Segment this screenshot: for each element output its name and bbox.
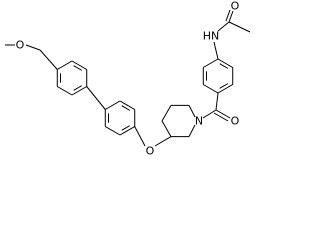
bond: [161, 105, 172, 122]
bond: [219, 63, 229, 69]
bond: [105, 100, 121, 110]
bond: [39, 49, 58, 70]
bond: [225, 9, 231, 22]
bond: [203, 58, 219, 68]
bond: [202, 109, 217, 119]
bond: [217, 84, 233, 94]
bond: [213, 41, 219, 60]
bond: [121, 125, 131, 131]
bond: [188, 124, 196, 137]
molecule-diagram: O HN O N O O: [5, 0, 251, 158]
bond: [217, 58, 233, 68]
atom-label: O: [231, 115, 240, 128]
bond: [217, 21, 230, 32]
bond: [188, 105, 196, 118]
atom-label: HN: [203, 30, 220, 43]
bonds: [5, 9, 251, 147]
atom-label: O: [16, 39, 25, 52]
atom-label: N: [195, 115, 203, 128]
bond: [86, 86, 106, 110]
atom-label: O: [146, 145, 155, 158]
bond: [203, 84, 219, 94]
bond: [71, 60, 87, 70]
bond: [134, 126, 146, 147]
bond: [71, 86, 87, 96]
bond: [228, 10, 234, 23]
bond: [219, 83, 229, 89]
bond: [105, 126, 121, 136]
bond: [215, 109, 231, 119]
bond: [154, 136, 172, 147]
bond: [73, 65, 83, 71]
bond: [25, 44, 41, 51]
bond: [228, 21, 251, 33]
bond: [73, 85, 83, 91]
bond: [213, 112, 229, 122]
bond: [161, 120, 172, 137]
bond: [215, 92, 219, 111]
bond: [57, 86, 73, 96]
atom-label: O: [231, 0, 240, 13]
bond: [57, 60, 73, 70]
bond: [119, 100, 135, 110]
bond: [119, 126, 135, 136]
bond: [121, 105, 131, 111]
